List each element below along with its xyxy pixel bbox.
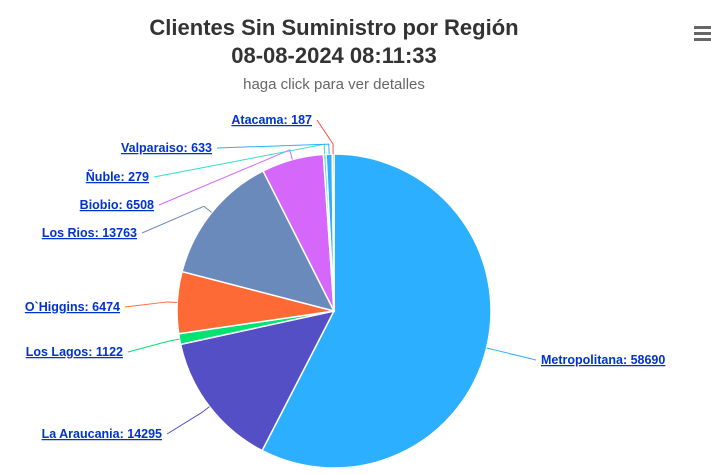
label-connector [124, 301, 178, 308]
data-label-los-lagos[interactable]: Los Lagos: 1122 [26, 345, 123, 359]
data-label-o-higgins[interactable]: O`Higgins: 6474 [25, 300, 120, 314]
data-label-los-rios[interactable]: Los Rios: 13763 [42, 226, 137, 240]
label-connector [166, 406, 210, 435]
chart-subtitle: haga click para ver detalles [243, 76, 425, 93]
pie-slice-los-rios[interactable] [181, 169, 336, 313]
chart-timestamp: 08-08-2024 08:11:33 [231, 43, 437, 68]
label-connector [158, 149, 293, 206]
label-connector [141, 205, 213, 234]
pie-slice-metropolitana[interactable] [261, 153, 492, 469]
data-label-atacama[interactable]: Atacama: 187 [231, 113, 312, 127]
label-connector [216, 143, 330, 155]
label-connector [486, 347, 537, 361]
label-connector [127, 338, 180, 353]
data-label-valparaiso[interactable]: Valparaiso: 633 [121, 141, 212, 155]
label-connector [316, 119, 334, 155]
hamburger-menu-icon[interactable] [694, 26, 711, 46]
data-label-biobio[interactable]: Biobio: 6508 [80, 198, 154, 212]
data-label-ñuble[interactable]: Ñuble: 279 [86, 169, 149, 184]
data-label-metropolitana[interactable]: Metropolitana: 58690 [541, 353, 665, 367]
data-label-la-araucania[interactable]: La Araucania: 14295 [42, 427, 162, 441]
chart-title: Clientes Sin Suministro por Región [149, 15, 519, 40]
